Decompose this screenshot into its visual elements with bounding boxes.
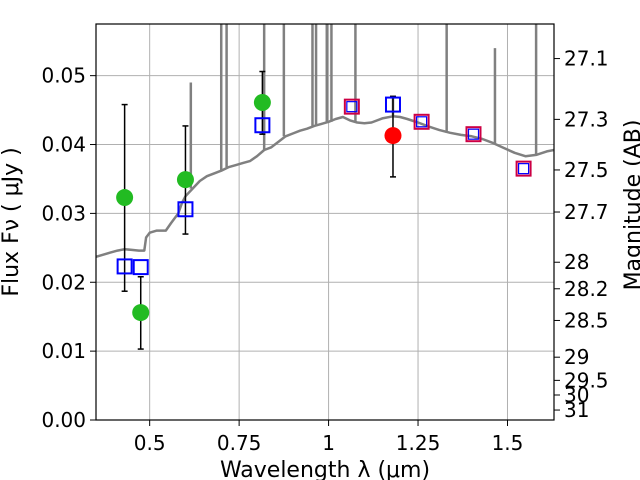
data-point-square-inner <box>517 163 530 175</box>
data-point-square <box>254 117 271 134</box>
grid <box>96 24 554 421</box>
data-point-square-inner <box>346 101 358 113</box>
x-tick-label: 1.5 <box>492 431 524 455</box>
y2-tick-label: 28 <box>564 250 589 274</box>
data-point-square <box>465 126 482 143</box>
y2-tick-label: 28.2 <box>564 277 609 301</box>
x-ticks: 0.5 0.75 1 1.25 1.5 <box>134 420 524 455</box>
y-tick-label: 0.00 <box>41 408 86 432</box>
data-point-square <box>413 113 430 130</box>
x-tick-label: 0.75 <box>217 431 262 455</box>
data-point-square <box>343 98 360 115</box>
y-tick-label: 0.05 <box>41 64 86 88</box>
data-point <box>253 94 271 112</box>
data-point-square <box>515 160 532 177</box>
data-point-square-inner <box>416 116 428 128</box>
y2-tick-label: 31 <box>564 398 589 422</box>
plot-frame <box>95 23 555 421</box>
data-point-square <box>116 258 133 275</box>
y2-axis-label: Magnitude (AB) <box>621 120 640 291</box>
y-tick-label: 0.04 <box>41 133 86 157</box>
y2-tick-label: 27.5 <box>564 158 609 182</box>
y2-tick-label: 30 <box>564 383 589 407</box>
y2-tick-label: 28.5 <box>564 308 609 332</box>
data-point <box>116 189 134 207</box>
data-point-square <box>177 201 194 218</box>
data-point-square <box>384 96 401 113</box>
y-tick-label: 0.03 <box>41 201 86 225</box>
data-point-square-inner <box>467 128 480 140</box>
y-ticks: 0.00 0.01 0.02 0.03 0.04 0.05 <box>41 64 96 432</box>
y2-tick-label: 29 <box>564 345 589 369</box>
spectrum-line <box>96 115 554 258</box>
data-point <box>384 127 402 145</box>
data-point <box>132 304 150 322</box>
y2-tick-label: 29.5 <box>564 368 609 392</box>
y2-tick-label: 27.1 <box>564 47 609 71</box>
y-tick-label: 0.02 <box>41 270 86 294</box>
y-tick-label: 0.01 <box>41 339 86 363</box>
y2-tick-label: 27.3 <box>564 107 609 131</box>
marker-series <box>116 94 532 322</box>
y2-tick-label: 27.7 <box>564 200 609 224</box>
data-point <box>176 171 194 189</box>
data-point-square <box>132 259 149 276</box>
x-tick-label: 1 <box>322 431 335 455</box>
spectrum-series <box>96 24 554 258</box>
x-tick-label: 1.25 <box>396 431 441 455</box>
x-axis-label: Wavelength λ (μm) <box>220 458 430 480</box>
y-axis-label: Flux Fν ( μJy ) <box>0 147 24 296</box>
x-tick-label: 0.5 <box>134 431 166 455</box>
